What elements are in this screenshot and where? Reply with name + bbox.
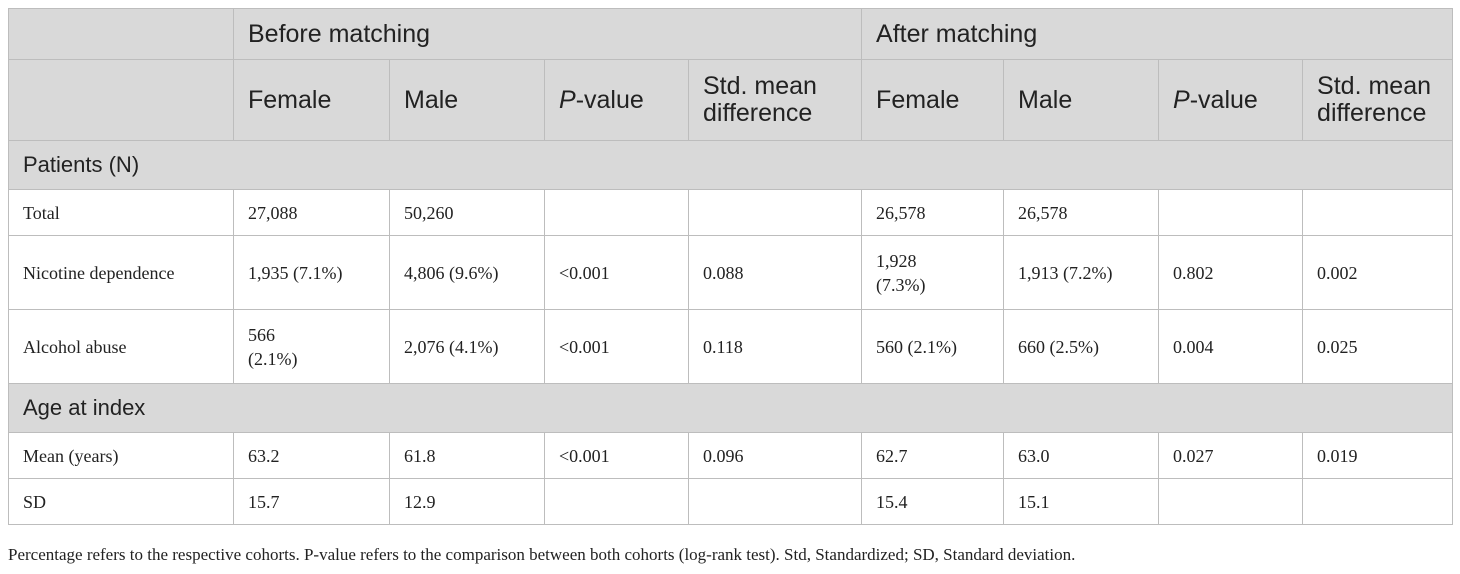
table-cell: 0.096	[687, 432, 863, 479]
row-label: Nicotine dependence	[8, 235, 234, 310]
table-cell: 0.025	[1302, 309, 1454, 384]
row-label: SD	[8, 478, 234, 525]
section-header-row: Age at index	[7, 383, 1454, 433]
table-cell: 2,076 (4.1%)	[389, 309, 545, 384]
table-cell: 63.2	[233, 432, 390, 479]
column-header-pvalue-before: P-value	[544, 59, 689, 141]
table-cell: 0.004	[1158, 309, 1304, 384]
table-cell	[1302, 478, 1454, 525]
table-cell: <0.001	[544, 309, 689, 384]
section-title: Age at index	[7, 383, 1454, 433]
table-cell	[544, 478, 689, 525]
table-row: Total 27,088 50,260 26,578 26,578	[8, 189, 1454, 236]
table-cell: 61.8	[389, 432, 545, 479]
table-cell: 63.0	[1003, 432, 1160, 479]
row-label: Mean (years)	[8, 432, 234, 479]
table-row: Nicotine dependence 1,935 (7.1%) 4,806 (…	[8, 235, 1454, 310]
table-cell: 15.1	[1003, 478, 1160, 525]
table-cell: 12.9	[389, 478, 545, 525]
group-header-after: After matching	[861, 8, 1454, 60]
corner-cell	[8, 8, 234, 60]
table-row: Mean (years) 63.2 61.8 <0.001 0.096 62.7…	[8, 432, 1454, 479]
table-cell: 0.118	[687, 309, 863, 384]
table-row: SD 15.7 12.9 15.4 15.1	[8, 478, 1454, 525]
table-cell: 26,578	[1003, 189, 1160, 236]
table-cell: 4,806 (9.6%)	[389, 235, 545, 310]
table-cell	[1158, 189, 1304, 236]
column-header-female-after: Female	[861, 59, 1005, 141]
table-cell: 1,928 (7.3%)	[861, 235, 1005, 310]
table-cell: 0.019	[1302, 432, 1454, 479]
table-cell: 62.7	[861, 432, 1005, 479]
table-cell: 0.802	[1158, 235, 1304, 310]
column-header-male-before: Male	[389, 59, 545, 141]
table-cell: 560 (2.1%)	[861, 309, 1005, 384]
table-cell: 0.088	[687, 235, 863, 310]
table-cell: 1,913 (7.2%)	[1003, 235, 1160, 310]
table-cell: 1,935 (7.1%)	[233, 235, 390, 310]
table-cell: <0.001	[544, 432, 689, 479]
table-cell: 26,578	[861, 189, 1005, 236]
table-cell: 566 (2.1%)	[233, 309, 390, 384]
table-cell: 15.4	[861, 478, 1005, 525]
table-cell: <0.001	[544, 235, 689, 310]
section-title: Patients (N)	[7, 140, 1454, 190]
table-cell: 50,260	[389, 189, 545, 236]
row-label: Total	[8, 189, 234, 236]
column-header-male-after: Male	[1003, 59, 1160, 141]
table-row: Alcohol abuse 566 (2.1%) 2,076 (4.1%) <0…	[8, 309, 1454, 384]
table-cell	[687, 478, 863, 525]
table-footnote: Percentage refers to the respective coho…	[8, 545, 1076, 564]
table-cell: 27,088	[233, 189, 390, 236]
group-header-row: Before matching After matching	[8, 8, 1454, 60]
corner-cell	[8, 59, 234, 141]
table-cell	[544, 189, 689, 236]
column-header-smd-before: Std. mean difference	[687, 59, 863, 141]
table-cell	[1302, 189, 1454, 236]
table-cell: 660 (2.5%)	[1003, 309, 1160, 384]
row-label: Alcohol abuse	[8, 309, 234, 384]
table-cell: 0.002	[1302, 235, 1454, 310]
table-cell	[687, 189, 863, 236]
column-header-smd-after: Std. mean difference	[1302, 59, 1454, 141]
table-cell	[1158, 478, 1304, 525]
table-cell: 0.027	[1158, 432, 1304, 479]
column-header-female-before: Female	[233, 59, 390, 141]
section-header-row: Patients (N)	[7, 140, 1454, 190]
group-header-before: Before matching	[232, 8, 863, 60]
table-cell: 15.7	[233, 478, 390, 525]
data-table: Before matching After matching Female Ma…	[7, 8, 1454, 525]
column-header-row: Female Male P-value Std. mean difference…	[8, 59, 1454, 141]
column-header-pvalue-after: P-value	[1158, 59, 1304, 141]
